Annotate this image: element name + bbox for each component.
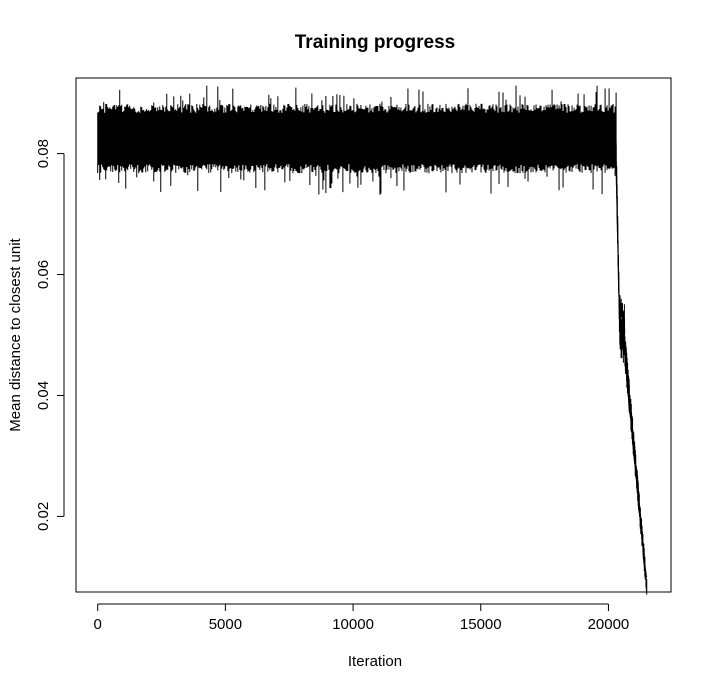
y-tick-label: 0.04 bbox=[35, 381, 52, 410]
x-tick-label: 5000 bbox=[209, 616, 242, 633]
x-axis-label: Iteration bbox=[348, 653, 402, 670]
y-axis-label: Mean distance to closest unit bbox=[7, 237, 24, 431]
x-tick-label: 20000 bbox=[588, 616, 630, 633]
y-axis: 0.02 0.04 0.06 0.08 bbox=[35, 139, 65, 531]
x-axis: 0 5000 10000 15000 20000 bbox=[94, 603, 630, 633]
x-tick-label: 15000 bbox=[460, 616, 502, 633]
y-tick-label: 0.08 bbox=[35, 139, 52, 168]
x-tick-label: 0 bbox=[94, 616, 102, 633]
series-noise-band bbox=[97, 85, 617, 195]
chart-title: Training progress bbox=[295, 32, 455, 53]
x-tick-label: 10000 bbox=[332, 616, 374, 633]
y-tick-label: 0.02 bbox=[35, 502, 52, 531]
series-layer bbox=[97, 85, 648, 595]
plot-area-border bbox=[75, 77, 672, 593]
series-decline-band bbox=[615, 141, 648, 595]
y-tick-label: 0.06 bbox=[35, 260, 52, 289]
